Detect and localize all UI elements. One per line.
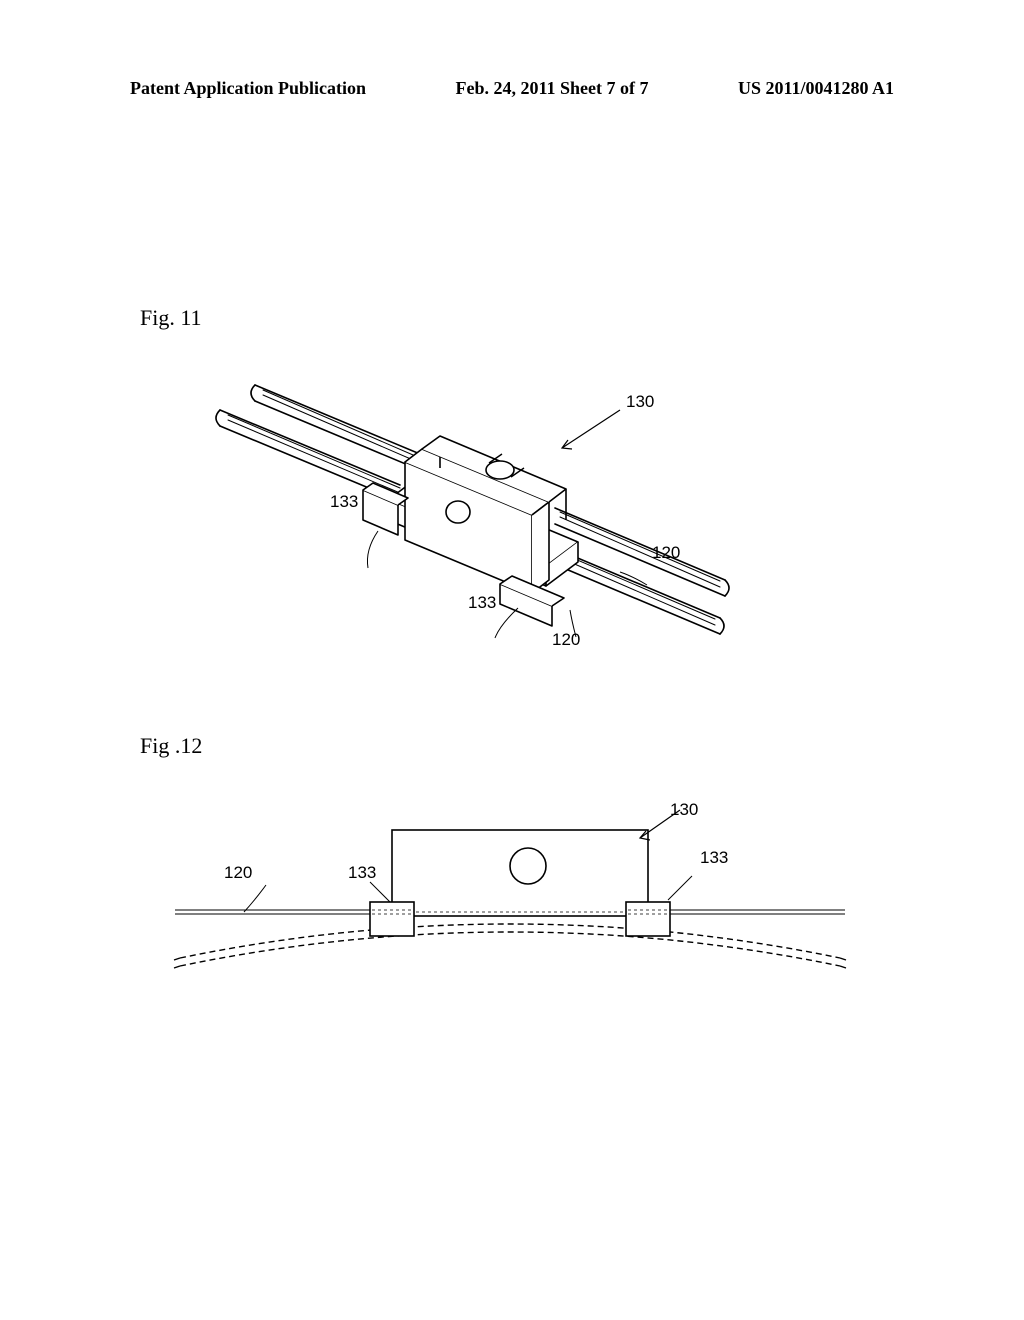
fig11-ref133a: 133 <box>330 492 358 512</box>
header-left: Patent Application Publication <box>130 78 366 99</box>
fig12-ref130: 130 <box>670 800 698 820</box>
figure-11: 130 133 133 120 120 <box>200 350 750 660</box>
fig11-caption: Fig. 11 <box>140 305 202 331</box>
header-center: Feb. 24, 2011 Sheet 7 of 7 <box>456 78 649 99</box>
fig11-ref120a: 120 <box>652 543 680 563</box>
fig11-ref133b: 133 <box>468 593 496 613</box>
fig12-ref133a: 133 <box>348 863 376 883</box>
header-right: US 2011/0041280 A1 <box>738 78 894 99</box>
fig12-caption: Fig .12 <box>140 733 202 759</box>
fig12-ref120: 120 <box>224 863 252 883</box>
figure-12: 130 133 133 120 <box>160 790 860 1000</box>
fig11-ref120b: 120 <box>552 630 580 650</box>
fig12-ref133b: 133 <box>700 848 728 868</box>
page-header: Patent Application Publication Feb. 24, … <box>0 78 1024 99</box>
fig11-ref130: 130 <box>626 392 654 412</box>
